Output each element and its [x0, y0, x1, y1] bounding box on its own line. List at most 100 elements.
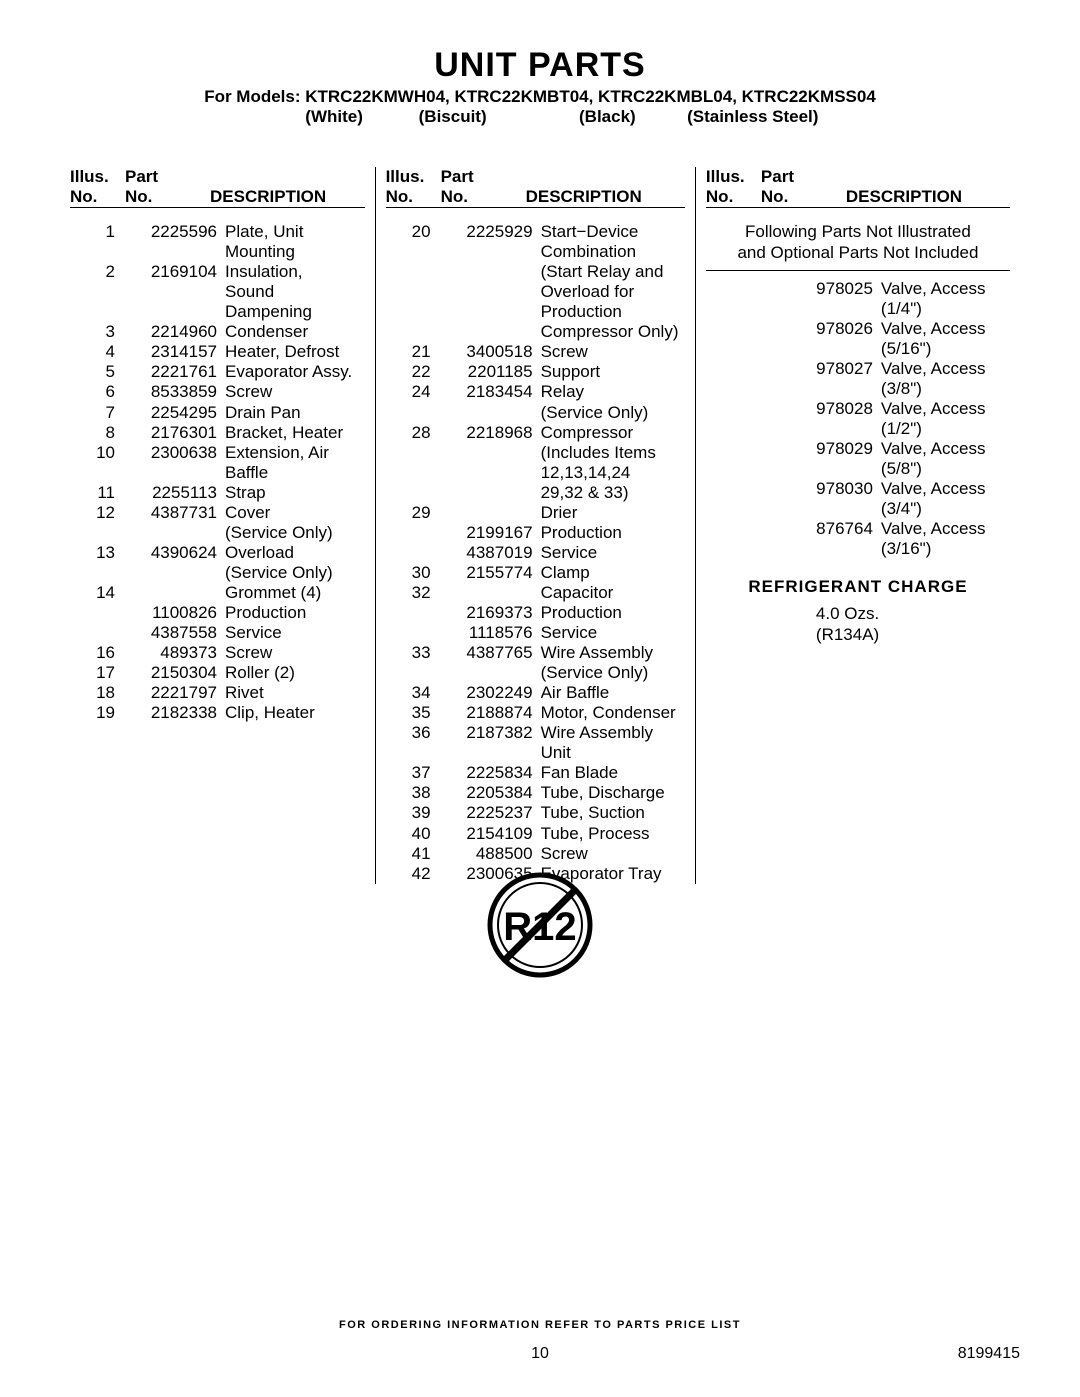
cell-illus: 10	[70, 443, 127, 463]
footer-ordering: FOR ORDERING INFORMATION REFER TO PARTS …	[0, 1319, 1080, 1331]
cell-desc: (5/8")	[881, 459, 1010, 479]
cell-desc: Tube, Discharge	[541, 783, 685, 803]
table-row: 978030Valve, Access	[706, 479, 1010, 499]
cell-part	[443, 443, 541, 463]
cell-illus	[70, 463, 127, 483]
hdr-desc: DESCRIPTION	[526, 187, 685, 207]
note-line-2: and Optional Parts Not Included	[706, 243, 1010, 264]
header-underline	[386, 207, 685, 208]
color-ss: (Stainless Steel)	[677, 107, 887, 127]
cell-part	[127, 463, 225, 483]
cell-part	[443, 242, 541, 262]
cell-part	[788, 539, 881, 559]
col-header-2: No. No. DESCRIPTION	[706, 187, 1010, 207]
table-row: 382205384Tube, Discharge	[386, 783, 685, 803]
table-row: Unit	[386, 743, 685, 763]
cell-desc: Fan Blade	[541, 763, 685, 783]
cell-part	[443, 282, 541, 302]
cell-illus	[386, 543, 443, 563]
cell-desc: Clamp	[541, 563, 685, 583]
cell-part: 2225596	[127, 222, 225, 242]
table-row: Combination	[386, 242, 685, 262]
cell-desc: Support	[541, 362, 685, 382]
table-row: 68533859Screw	[70, 382, 365, 402]
cell-illus: 21	[386, 342, 443, 362]
cell-illus	[386, 623, 443, 643]
cell-desc: Valve, Access	[881, 399, 1010, 419]
hdr-desc: DESCRIPTION	[210, 187, 365, 207]
cell-part	[127, 563, 225, 583]
hdr-illus-2: No.	[706, 187, 761, 207]
refrigerant-charge: 4.0 Ozs. (R134A)	[706, 603, 1010, 646]
hdr-part-1: Part	[441, 167, 526, 187]
table-row: 42314157Heater, Defrost	[70, 342, 365, 362]
table-row: 12225596Plate, Unit	[70, 222, 365, 242]
table-row: 12,13,14,24	[386, 463, 685, 483]
cell-part: 978027	[788, 359, 881, 379]
cell-desc: (Service Only)	[225, 563, 365, 583]
cell-part: 2155774	[443, 563, 541, 583]
cell-illus: 33	[386, 643, 443, 663]
cell-illus: 30	[386, 563, 443, 583]
table-row: 2199167Production	[386, 523, 685, 543]
table-row: 182221797Rivet	[70, 683, 365, 703]
cell-illus	[386, 483, 443, 503]
table-row: 14 Grommet (4)	[70, 583, 365, 603]
cell-illus: 14	[70, 583, 127, 603]
cell-part: 2225929	[443, 222, 541, 242]
cell-part	[788, 299, 881, 319]
cell-part	[443, 583, 541, 603]
cell-illus	[706, 379, 788, 399]
table-row: 876764Valve, Access	[706, 519, 1010, 539]
cell-desc: Grommet (4)	[225, 583, 365, 603]
cell-part	[443, 262, 541, 282]
cell-part: 2221797	[127, 683, 225, 703]
cell-desc: (Includes Items	[541, 443, 685, 463]
cell-illus: 35	[386, 703, 443, 723]
cell-illus	[70, 242, 127, 262]
cell-illus	[386, 603, 443, 623]
table-row: 342302249Air Baffle	[386, 683, 685, 703]
cell-illus: 7	[70, 403, 127, 423]
cell-part: 2169373	[443, 603, 541, 623]
cell-desc: Overload	[225, 543, 365, 563]
cell-desc: (Service Only)	[225, 523, 365, 543]
cell-desc: Extension, Air	[225, 443, 365, 463]
cell-desc: Plate, Unit	[225, 222, 365, 242]
cell-desc: Bracket, Heater	[225, 423, 365, 443]
cell-desc: Production	[541, 302, 685, 322]
page-title: UNIT PARTS	[60, 46, 1020, 85]
cell-desc: Clip, Heater	[225, 703, 365, 723]
cell-desc: Cover	[225, 503, 365, 523]
cell-illus	[386, 743, 443, 763]
cell-illus: 2	[70, 262, 127, 282]
cell-illus: 16	[70, 643, 127, 663]
cell-desc: Valve, Access	[881, 279, 1010, 299]
table-row: (1/2")	[706, 419, 1010, 439]
table-row: 29Drier	[386, 503, 685, 523]
cell-desc: (Start Relay and	[541, 262, 685, 282]
cell-illus	[386, 443, 443, 463]
table-row: 72254295Drain Pan	[70, 403, 365, 423]
cell-desc: Overload for	[541, 282, 685, 302]
hdr-part-1: Part	[125, 167, 210, 187]
cell-illus: 20	[386, 222, 443, 242]
col-header: Illus. Part	[706, 167, 1010, 187]
cell-desc: Sound Dampening	[225, 282, 365, 322]
models-line: For Models: KTRC22KMWH04, KTRC22KMBT04, …	[60, 87, 1020, 107]
cell-part	[127, 282, 225, 322]
cell-illus: 37	[386, 763, 443, 783]
cell-part: 2201185	[443, 362, 541, 382]
cell-illus	[706, 499, 788, 519]
cell-illus	[70, 603, 127, 623]
cell-illus	[706, 299, 788, 319]
cell-desc: Baffle	[225, 463, 365, 483]
table-row: 978027Valve, Access	[706, 359, 1010, 379]
cell-part	[443, 503, 541, 523]
cell-illus	[706, 459, 788, 479]
cell-part: 978030	[788, 479, 881, 499]
table-row: 213400518Screw	[386, 342, 685, 362]
table-row: 22169104Insulation,	[70, 262, 365, 282]
cell-illus: 22	[386, 362, 443, 382]
table-row: 242183454Relay	[386, 382, 685, 402]
